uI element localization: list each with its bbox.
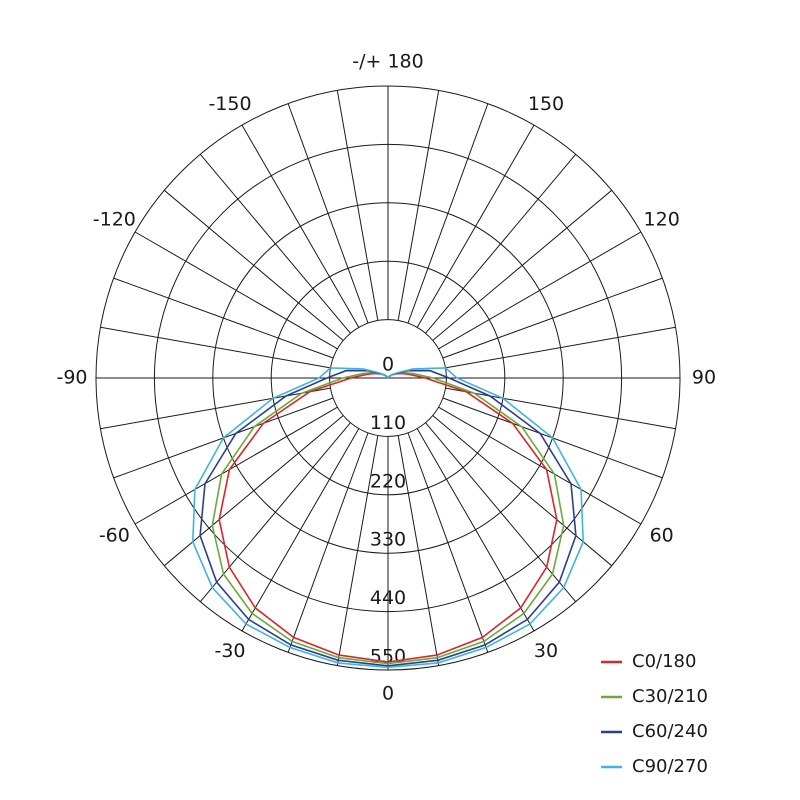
r-tick-label: 440 (370, 587, 406, 609)
angle-tick-label: -60 (99, 525, 130, 547)
grid-spoke (438, 406, 642, 525)
angle-tick-label: 30 (534, 640, 558, 662)
grid-spoke (163, 415, 344, 567)
angle-tick-label: 150 (528, 93, 564, 115)
angle-tick-label: 60 (650, 525, 674, 547)
grid-spoke (134, 231, 338, 350)
angle-tick-label: 0 (382, 683, 394, 705)
grid-spoke (442, 277, 663, 359)
legend-label: C60/240 (632, 721, 708, 742)
angle-tick-label: -90 (56, 367, 87, 389)
grid-spoke (407, 432, 489, 653)
grid-spoke (100, 387, 331, 430)
legend-label: C90/270 (632, 756, 708, 777)
grid-spoke (287, 103, 369, 324)
angle-tick-label: 90 (692, 367, 716, 389)
grid-spoke (432, 415, 613, 567)
grid-spoke (336, 435, 379, 666)
grid-spoke (113, 277, 334, 359)
grid-spoke (432, 189, 613, 341)
r-tick-label: 220 (370, 470, 406, 492)
grid-spoke (416, 428, 535, 632)
grid-spoke (397, 435, 440, 666)
grid-spoke (134, 406, 338, 525)
legend-label: C0/180 (632, 651, 696, 672)
grid-spoke (241, 428, 360, 632)
angle-tick-label: -30 (214, 640, 245, 662)
grid-spoke (100, 326, 331, 369)
grid-spoke (438, 231, 642, 350)
angle-tick-label: -120 (93, 209, 136, 231)
grid-spoke (425, 422, 577, 603)
angle-tick-label: -/+ 180 (352, 51, 423, 73)
grid-spoke (445, 326, 676, 369)
angle-tick-label: 120 (644, 209, 680, 231)
grid-spoke (425, 153, 577, 334)
grid-spoke (199, 422, 351, 603)
legend-label: C30/210 (632, 686, 708, 707)
grid-spoke (287, 432, 369, 653)
r-tick-label: 330 (370, 529, 406, 551)
r-tick-label: 0 (382, 354, 394, 376)
grid-spoke (163, 189, 344, 341)
r-tick-label: 110 (370, 412, 406, 434)
series-line (191, 367, 585, 669)
grid-spoke (407, 103, 489, 324)
grid-spoke (241, 124, 360, 328)
grid-spoke (336, 90, 379, 321)
angle-tick-label: -150 (208, 93, 251, 115)
grid-spoke (445, 387, 676, 430)
grid-spoke (397, 90, 440, 321)
grid-spoke (416, 124, 535, 328)
grid-spoke (199, 153, 351, 334)
